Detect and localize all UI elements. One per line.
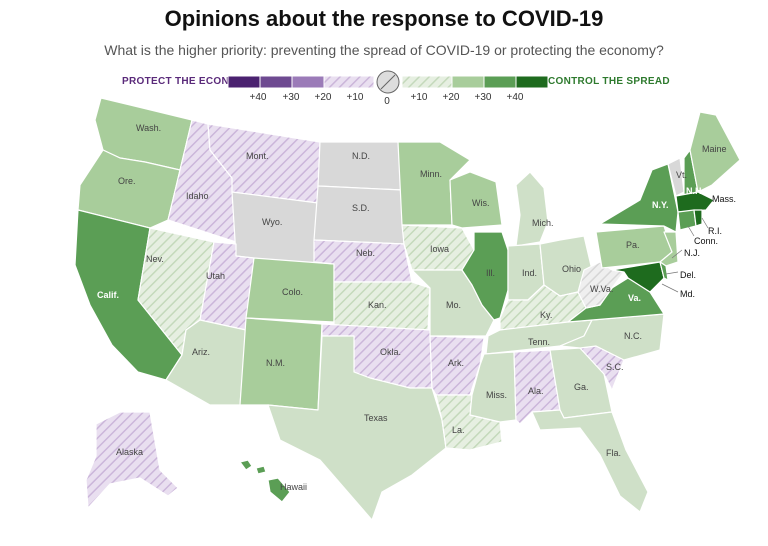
state-ri[interactable]: [693, 209, 703, 227]
label-ga: Ga.: [574, 382, 589, 392]
label-ny: N.Y.: [652, 200, 669, 210]
legend-tick: 0: [384, 96, 390, 107]
label-nm: N.M.: [266, 358, 285, 368]
label-nd: N.D.: [352, 151, 370, 161]
legend-left-label: PROTECT THE ECONOMY: [122, 76, 253, 87]
legend-tick: +20: [442, 92, 460, 103]
legend-swatch-econ10: [323, 75, 375, 89]
label-wa: Wash.: [136, 123, 161, 133]
label-nj: N.J.: [684, 248, 700, 258]
label-ak: Alaska: [116, 447, 143, 457]
label-tx: Texas: [364, 413, 388, 423]
label-wv: W.Va.: [590, 284, 613, 294]
label-ne: Neb.: [356, 248, 375, 258]
legend-swatch-spread20: [451, 75, 485, 89]
state-ks[interactable]: [333, 281, 431, 331]
state-nd[interactable]: [317, 141, 403, 191]
label-oh: Ohio: [562, 264, 581, 274]
label-az: Ariz.: [192, 347, 210, 357]
label-mt: Mont.: [246, 151, 269, 161]
label-nc: N.C.: [624, 331, 642, 341]
label-wi: Wis.: [472, 198, 490, 208]
leader-lines: [661, 217, 709, 293]
label-mi: Mich.: [532, 218, 554, 228]
label-ca: Calif.: [97, 290, 119, 300]
legend-swatch-spread40: [515, 75, 549, 89]
label-fl: Fla.: [606, 448, 621, 458]
legend-neutral-slash: [380, 74, 396, 90]
legend-tick: +30: [282, 92, 300, 103]
label-de: Del.: [680, 270, 696, 280]
label-pa: Pa.: [626, 240, 640, 250]
state-ny[interactable]: [599, 163, 679, 233]
state-sd[interactable]: [313, 185, 405, 245]
label-la: La.: [452, 425, 465, 435]
legend-tick: +30: [474, 92, 492, 103]
label-vt: Vt.: [676, 170, 687, 180]
leader-ri: [701, 217, 709, 229]
state-wy[interactable]: [231, 191, 319, 266]
label-ar: Ark.: [448, 358, 464, 368]
label-sd: S.D.: [352, 203, 370, 213]
state-de[interactable]: [659, 261, 669, 281]
legend-swatch-econ30: [259, 75, 293, 89]
label-ms: Miss.: [486, 390, 507, 400]
state-labels: Wash. Ore. Calif. Idaho Nev. Mont. Wyo. …: [97, 123, 736, 492]
legend-scale: [227, 70, 549, 94]
label-ut: Utah: [206, 271, 225, 281]
label-nv: Nev.: [146, 254, 164, 264]
legend-tick: +10: [410, 92, 428, 103]
state-wi[interactable]: [449, 171, 503, 229]
legend-tick: +20: [314, 92, 332, 103]
legend-tick: +40: [506, 92, 524, 103]
leader-de: [665, 271, 679, 275]
legend-swatch-spread10: [401, 75, 453, 89]
label-va: Va.: [628, 293, 641, 303]
page-title: Opinions about the response to COVID-19: [164, 6, 604, 31]
state-ma[interactable]: [675, 191, 715, 213]
legend-tick: +40: [249, 92, 267, 103]
label-ks: Kan.: [368, 300, 387, 310]
state-ak[interactable]: [85, 411, 179, 509]
legend-swatch-econ20: [291, 75, 325, 89]
label-sc: S.C.: [606, 362, 624, 372]
label-al: Ala.: [528, 386, 544, 396]
state-tx[interactable]: [267, 335, 447, 521]
label-hi: Hawaii: [280, 482, 307, 492]
legend-right-label: CONTROL THE SPREAD: [548, 76, 670, 87]
leader-ct: [687, 225, 695, 237]
label-ok: Okla.: [380, 347, 401, 357]
label-md: Md.: [680, 289, 695, 299]
label-ri: R.I.: [708, 226, 722, 236]
legend-tick: +10: [346, 92, 364, 103]
state-il[interactable]: [461, 231, 509, 321]
leader-md: [661, 283, 679, 293]
label-or: Ore.: [118, 176, 136, 186]
label-ct: Conn.: [694, 236, 718, 246]
label-mo: Mo.: [446, 300, 461, 310]
label-wy: Wyo.: [262, 217, 282, 227]
page-subtitle: What is the higher priority: preventing …: [104, 42, 664, 58]
label-mn: Minn.: [420, 169, 442, 179]
label-id: Idaho: [186, 191, 209, 201]
label-me: Maine: [702, 144, 727, 154]
label-in: Ind.: [522, 268, 537, 278]
label-il: Ill.: [486, 268, 495, 278]
label-ia: Iowa: [430, 244, 449, 254]
label-ma: Mass.: [712, 194, 736, 204]
state-hi[interactable]: [239, 459, 291, 503]
label-ky: Ky.: [540, 310, 552, 320]
state-mi[interactable]: [515, 171, 549, 247]
state-ct[interactable]: [677, 209, 697, 231]
label-co: Colo.: [282, 287, 303, 297]
label-nh: N.H.: [686, 186, 704, 196]
label-tn: Tenn.: [528, 337, 550, 347]
state-fl[interactable]: [531, 409, 649, 513]
legend-swatch-spread30: [483, 75, 517, 89]
leader-nj: [671, 249, 683, 259]
legend-swatch-econ40: [227, 75, 261, 89]
